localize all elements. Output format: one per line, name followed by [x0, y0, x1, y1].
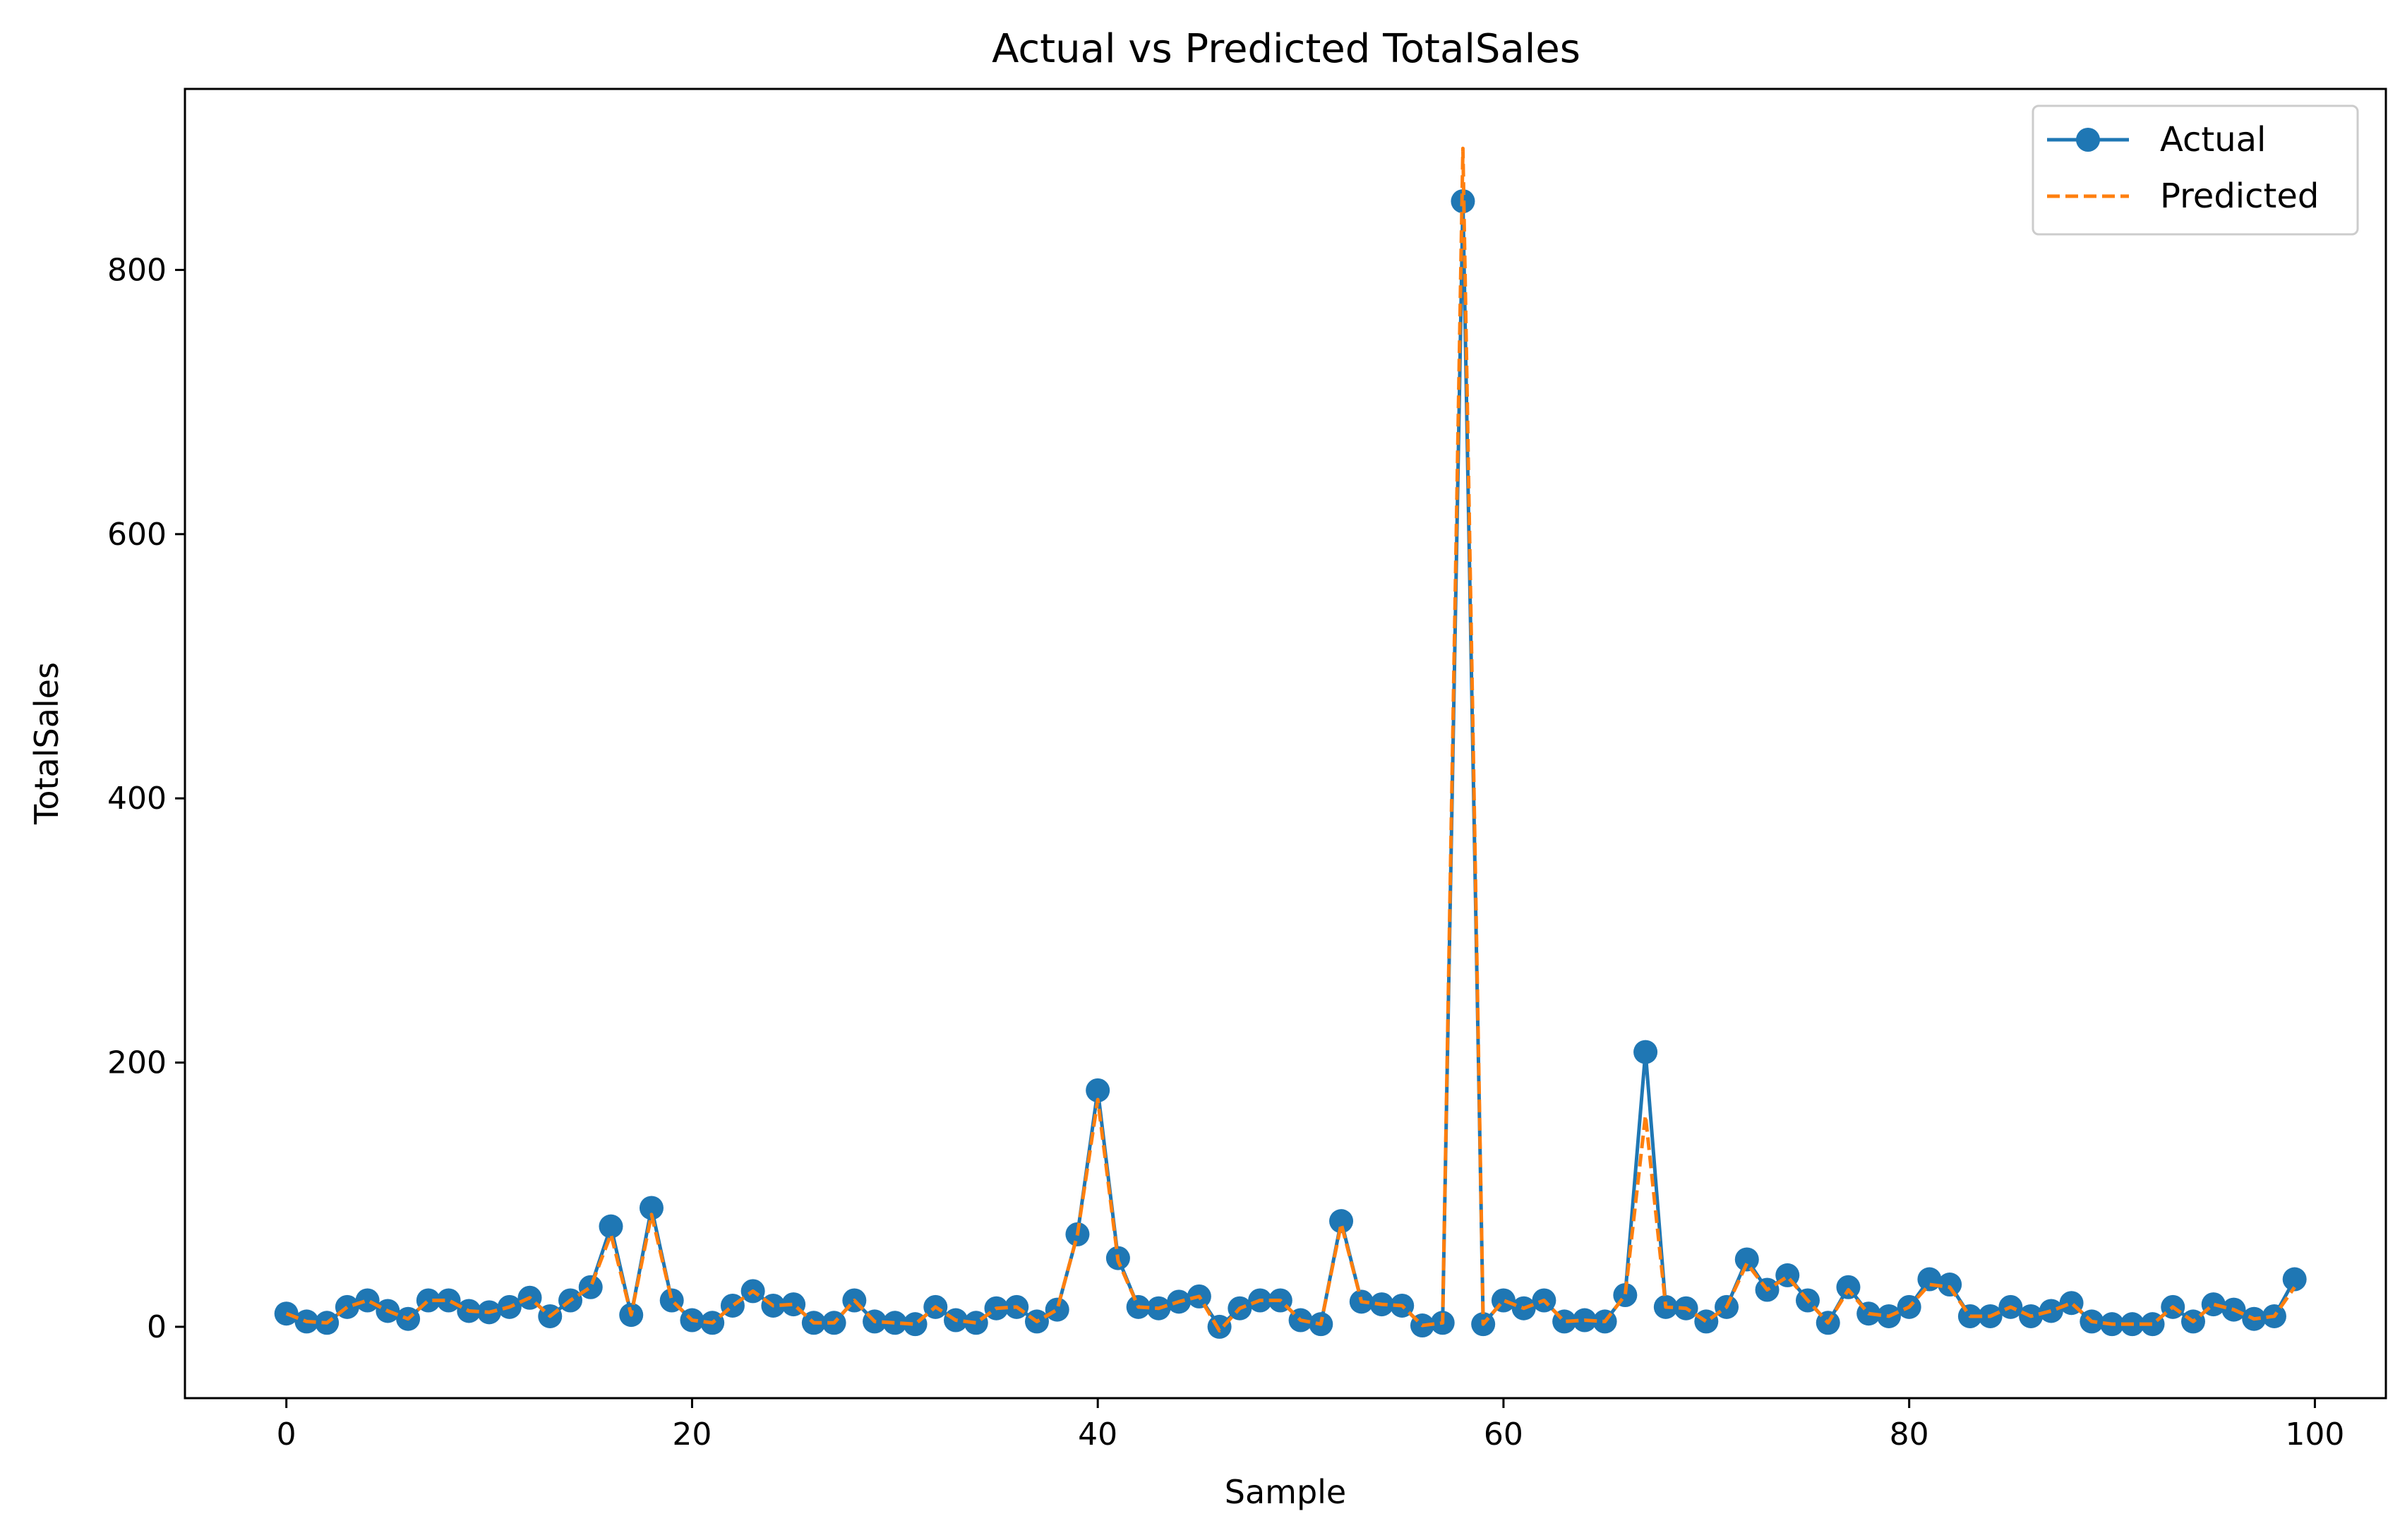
plot-area: [274, 146, 2307, 1339]
x-tick-label: 0: [277, 1416, 296, 1452]
actual-point: [1045, 1297, 1069, 1322]
actual-point: [639, 1196, 664, 1220]
actual-point: [1633, 1040, 1658, 1064]
legend-predicted-label: Predicted: [2160, 176, 2319, 216]
y-axis-label: TotalSales: [28, 662, 66, 825]
actual-point: [355, 1288, 380, 1313]
legend-actual-marker: [2076, 128, 2100, 152]
actual-point: [436, 1288, 461, 1313]
y-tick-label: 200: [107, 1045, 167, 1081]
actual-point: [1917, 1267, 1942, 1292]
x-tick-label: 100: [2285, 1416, 2344, 1452]
x-tick-label: 60: [1484, 1416, 1523, 1452]
x-tick-label: 80: [1890, 1416, 1929, 1452]
actual-point: [1938, 1273, 1962, 1297]
actual-point: [2282, 1267, 2307, 1292]
actual-point: [1086, 1078, 1110, 1102]
actual-point: [578, 1275, 603, 1299]
x-tick-label: 20: [672, 1416, 712, 1452]
actual-point: [1694, 1309, 1719, 1334]
x-axis-label: Sample: [1225, 1473, 1346, 1511]
series-line-predicted: [285, 146, 2296, 1333]
legend: Actual Predicted: [2032, 104, 2359, 236]
x-tick-label: 40: [1078, 1416, 1117, 1452]
actual-point: [1207, 1314, 1232, 1339]
actual-point: [1329, 1209, 1354, 1234]
chart-title: Actual vs Predicted TotalSales: [992, 26, 1580, 72]
actual-point: [599, 1214, 623, 1239]
plot-frame: [184, 88, 2387, 1400]
actual-point: [882, 1311, 907, 1335]
actual-point: [1836, 1275, 1861, 1299]
actual-point: [2039, 1299, 2063, 1323]
actual-point: [1734, 1247, 1759, 1272]
x-axis: 0 20 40 60 80 100: [277, 1398, 2344, 1452]
y-axis: 0 200 400 600 800: [107, 252, 185, 1345]
y-tick-label: 800: [107, 252, 167, 288]
y-tick-label: 600: [107, 517, 167, 553]
legend-actual-label: Actual: [2160, 120, 2266, 160]
y-tick-label: 400: [107, 781, 167, 817]
y-tick-label: 0: [147, 1309, 167, 1345]
